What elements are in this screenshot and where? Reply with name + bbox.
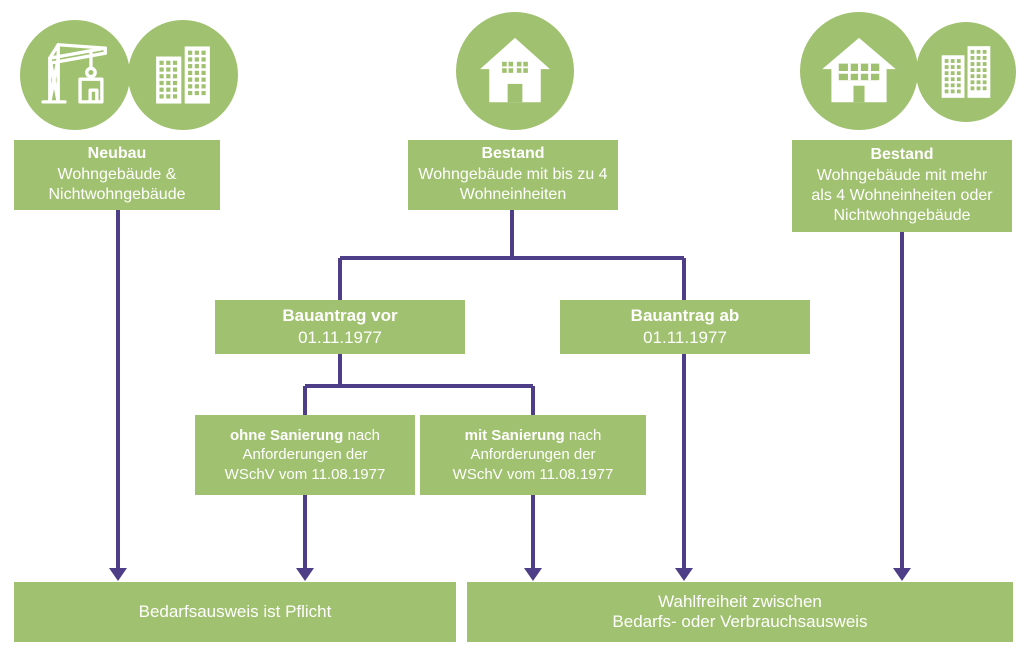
- bauantrag-vor-title: Bauantrag vor: [282, 305, 397, 327]
- connector-line: [303, 495, 307, 568]
- node-neubau: Neubau Wohngebäude & Nichtwohngebäude: [14, 140, 220, 210]
- connector-line: [338, 354, 342, 386]
- bauantrag-ab-title: Bauantrag ab: [631, 305, 740, 327]
- connector-line: [531, 386, 535, 415]
- node-bestand-large: Bestand Wohngebäude mit mehr als 4 Wohne…: [792, 140, 1012, 232]
- node-bauantrag-ab: Bauantrag ab 01.11.1977: [560, 300, 810, 354]
- connector-line: [531, 495, 535, 568]
- connector-line: [338, 258, 342, 300]
- neubau-sub: Wohngebäude & Nichtwohngebäude: [24, 165, 210, 206]
- connector-line: [682, 354, 686, 568]
- result-right-line1: Wahlfreiheit zwischen: [658, 592, 822, 612]
- bestand2-title: Bestand: [870, 145, 933, 165]
- bauantrag-ab-sub: 01.11.1977: [643, 327, 727, 349]
- node-ohne-sanierung: ohne Sanierung nach Anforderungen der WS…: [195, 415, 415, 495]
- node-mit-sanierung: mit Sanierung nach Anforderungen der WSc…: [420, 415, 646, 495]
- bestand2-sub1: Wohngebäude mit mehr: [817, 166, 987, 186]
- result-bedarfsausweis: Bedarfsausweis ist Pflicht: [14, 582, 456, 642]
- bestand-sub: Wohngebäude mit bis zu 4 Wohneinheiten: [418, 165, 608, 206]
- connector-line: [303, 386, 307, 415]
- connector-line: [900, 232, 904, 568]
- arrowhead-icon: [109, 568, 127, 581]
- ohne-line2: Anforderungen der: [242, 445, 367, 464]
- crane-icon: [20, 20, 130, 130]
- node-bauantrag-vor: Bauantrag vor 01.11.1977: [215, 300, 465, 354]
- mit-line1: mit Sanierung nach: [465, 426, 602, 445]
- ohne-line3: WSchV vom 11.08.1977: [225, 465, 386, 484]
- arrowhead-icon: [675, 568, 693, 581]
- bestand-title: Bestand: [481, 144, 544, 164]
- ohne-line1: ohne Sanierung nach: [230, 426, 380, 445]
- result-right-line2: Bedarfs- oder Verbrauchsausweis: [612, 612, 867, 632]
- mit-line3: WSchV vom 11.08.1977: [453, 465, 614, 484]
- result-wahlfreiheit: Wahlfreiheit zwischen Bedarfs- oder Verb…: [467, 582, 1013, 642]
- connector-line: [682, 258, 686, 300]
- bestand2-sub3: Nichtwohngebäude: [834, 206, 971, 226]
- connector-line: [305, 384, 533, 388]
- bestand2-sub2: als 4 Wohneinheiten oder: [811, 186, 992, 206]
- arrowhead-icon: [893, 568, 911, 581]
- bauantrag-vor-sub: 01.11.1977: [298, 327, 382, 349]
- arrowhead-icon: [524, 568, 542, 581]
- mit-line2: Anforderungen der: [470, 445, 595, 464]
- connector-line: [340, 256, 684, 260]
- buildings2-icon: [916, 22, 1016, 122]
- neubau-title: Neubau: [88, 144, 147, 164]
- node-bestand-small: Bestand Wohngebäude mit bis zu 4 Wohnein…: [408, 140, 618, 210]
- house-icon: [456, 12, 574, 130]
- connector-line: [510, 210, 514, 258]
- result-left-text: Bedarfsausweis ist Pflicht: [139, 602, 332, 622]
- buildings-icon: [128, 20, 238, 130]
- house2-icon: [800, 12, 918, 130]
- connector-line: [116, 210, 120, 568]
- arrowhead-icon: [296, 568, 314, 581]
